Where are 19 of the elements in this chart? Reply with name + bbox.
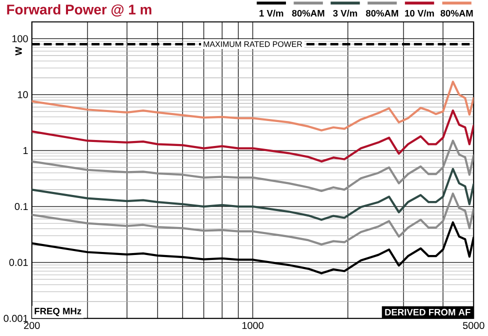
x-axis-title: FREQ MHz	[34, 308, 82, 316]
y-tick-label: 0.1	[14, 202, 28, 210]
y-axis-title: W	[15, 46, 22, 56]
chart-title: Forward Power @ 1 m	[7, 4, 152, 16]
y-tick-label: 1	[23, 147, 28, 154]
x-tick-label: 5000	[462, 322, 484, 329]
y-tick-label: 0.001	[4, 314, 28, 322]
legend-label: 80%AM	[366, 10, 398, 16]
legend-label: 80%AM	[292, 10, 324, 16]
legend-label: 80%AM	[440, 10, 473, 16]
x-tick-label: 1000	[242, 322, 264, 329]
legend-label: 3 V/m	[333, 10, 358, 16]
y-tick-label: 10	[18, 90, 28, 98]
y-tick-label: 100	[12, 35, 28, 42]
x-tick-label: 200	[24, 322, 40, 329]
y-tick-label: 0.01	[9, 258, 28, 266]
annotation: DERIVED FROM AF	[385, 308, 470, 316]
legend-label: 10 V/m	[405, 10, 434, 16]
legend-label: 1 V/m	[260, 10, 284, 16]
